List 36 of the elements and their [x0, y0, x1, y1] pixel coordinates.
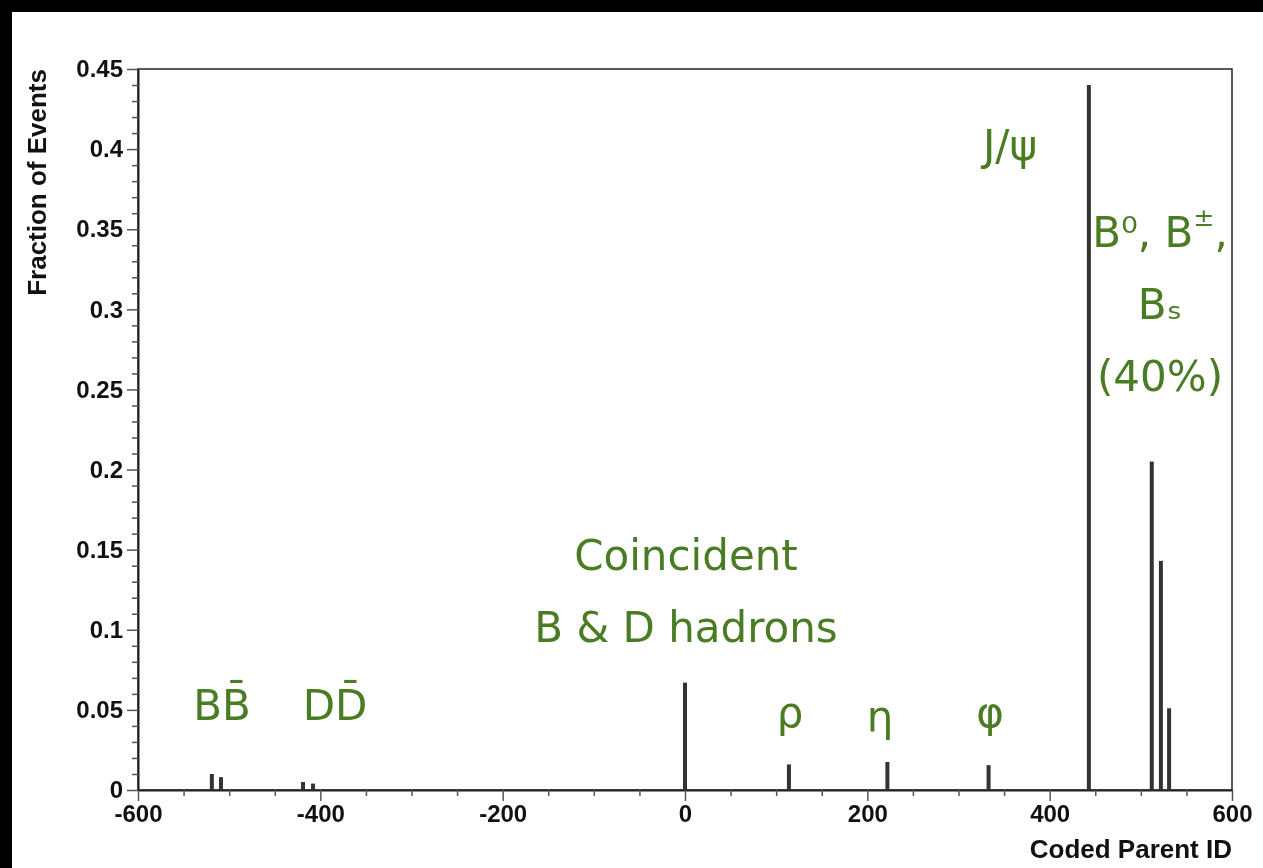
bar [786, 764, 791, 790]
y-tick-label: 0.15 [76, 535, 123, 563]
y-axis-title: Fraction of Events [22, 69, 52, 296]
x-tick-label: -400 [296, 800, 345, 828]
bar [218, 777, 223, 790]
x-tick-label: 0 [678, 800, 693, 828]
annotation: φ [976, 687, 1004, 737]
x-tick-label: 200 [847, 800, 888, 828]
x-tick-label: -200 [479, 800, 528, 828]
bar [1158, 560, 1163, 790]
annotation: J/ψ [979, 120, 1038, 170]
bar [301, 781, 306, 790]
x-tick-label: 600 [1212, 800, 1253, 828]
annotation: BB̄ [193, 678, 251, 730]
annotation: B⁰, B$^{±}$, Bₛ (40%) [1092, 203, 1228, 401]
bar [885, 761, 890, 790]
bar [209, 773, 214, 790]
x-axis-title: Coded Parent ID [1029, 834, 1232, 864]
y-tick-label: 0.05 [76, 696, 123, 724]
bar [1086, 85, 1091, 790]
bar [1167, 708, 1172, 790]
annotation: η [866, 691, 894, 741]
bar [986, 765, 991, 790]
y-tick-label: 0.4 [89, 135, 124, 163]
annotation: ρ [776, 687, 804, 737]
annotation: DD̄ [302, 678, 368, 730]
y-tick-label: 0.3 [89, 295, 123, 323]
y-tick-label: 0.1 [89, 615, 123, 643]
bar [1149, 461, 1154, 790]
y-tick-label: 0.2 [89, 455, 123, 483]
y-tick-label: 0.35 [76, 215, 123, 243]
y-tick-label: 0.25 [76, 375, 123, 403]
bar [683, 682, 687, 790]
bar [311, 783, 316, 790]
x-tick-label: 400 [1030, 800, 1071, 828]
y-tick-label: 0.45 [76, 55, 123, 83]
